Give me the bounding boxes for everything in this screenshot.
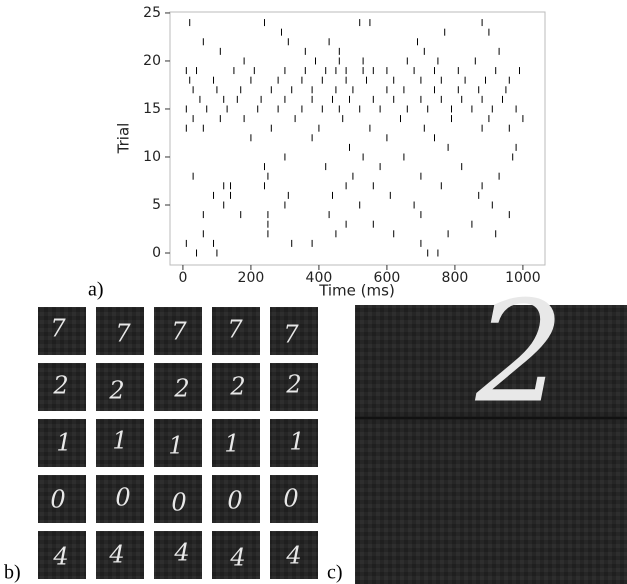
digit: 2 [285,371,301,399]
digit: 2 [173,375,189,403]
digit: 1 [168,432,183,460]
figure-canvas: Time (ms) Trial a) b) c) 020040060080010… [0,0,627,584]
digit: 1 [112,427,127,455]
y-tick-label: 10 [143,149,161,165]
digit: 1 [224,430,239,458]
digit: 0 [50,486,65,514]
digit: 0 [227,487,242,515]
panel-label: c) [327,562,343,584]
digit: 4 [229,544,245,572]
digit: 0 [115,484,130,512]
y-tick-label: 25 [143,5,161,21]
y-tick-label: 0 [152,245,161,261]
digit: 7 [227,316,243,344]
digit: 0 [171,489,186,517]
y-axis-label: Trial [115,123,133,155]
digit: 1 [56,429,71,457]
x-tick-label: 400 [306,270,333,286]
digit: 4 [52,543,68,571]
plot-frame [170,12,545,265]
digit: 7 [283,321,299,349]
figure: Time (ms) Trial a) b) c) 020040060080010… [0,0,627,584]
x-tick-label: 800 [442,270,469,286]
x-tick-label: 200 [238,270,265,286]
digit: 4 [108,541,124,569]
panel-label: b) [4,562,21,584]
digit: 7 [171,318,187,346]
digit: 4 [173,539,189,567]
digit: 7 [50,315,66,343]
digit: 7 [115,320,131,348]
x-tick-label: 600 [374,270,401,286]
digit: 4 [285,542,301,570]
digit: 2 [229,373,245,401]
x-tick-label: 0 [178,270,187,286]
digit: 1 [289,428,304,456]
digit: 0 [283,485,298,513]
large-digit: 2 [474,272,564,435]
y-tick-label: 20 [143,53,161,69]
y-tick-label: 15 [143,101,161,117]
digit: 2 [52,372,68,400]
digit: 2 [108,377,124,405]
panel-label: a) [88,279,104,301]
y-tick-label: 5 [152,197,161,213]
